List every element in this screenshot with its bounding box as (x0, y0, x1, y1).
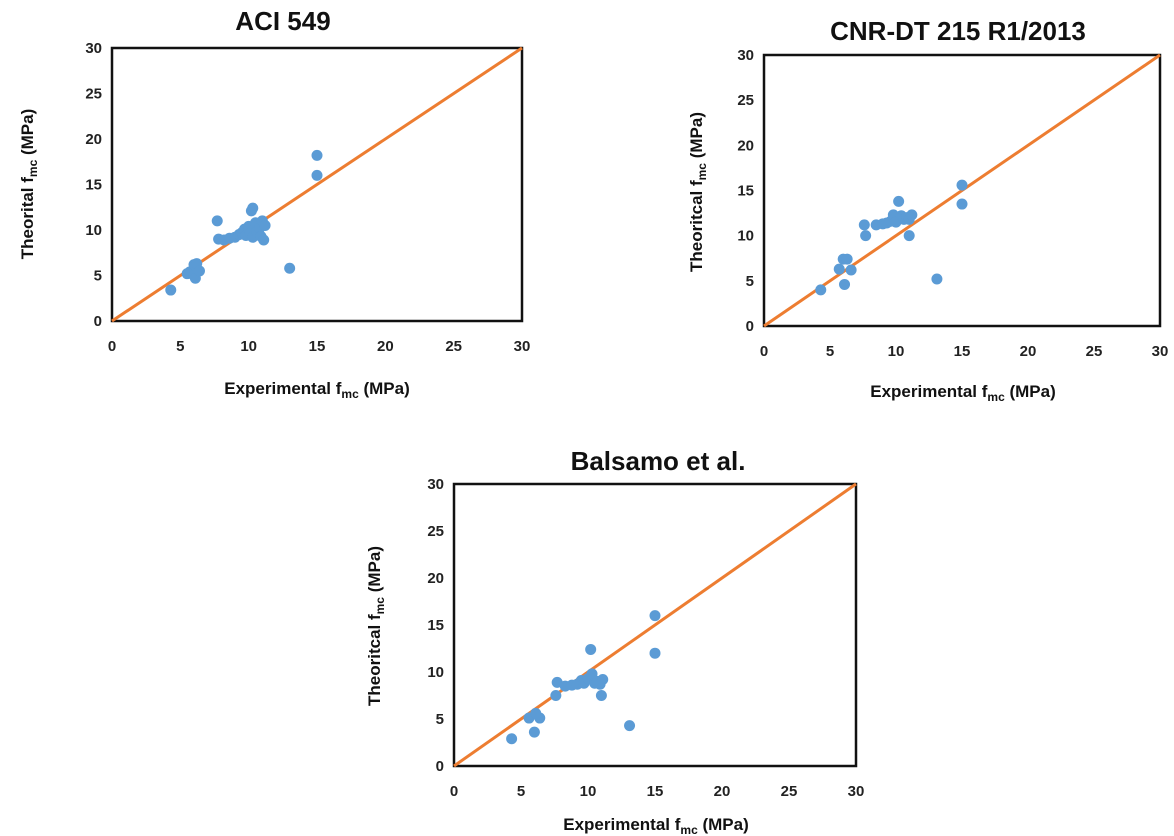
data-point (903, 230, 915, 242)
y-tick-label: 10 (737, 228, 754, 245)
data-point (528, 726, 540, 738)
data-point (649, 647, 661, 659)
x-tick-label: 25 (1086, 343, 1103, 360)
x-tick-label: 10 (240, 338, 257, 355)
y-tick-label: 20 (85, 131, 102, 148)
y-axis-label: Theoritcal fmc (MPa) (687, 112, 709, 272)
x-tick-label: 30 (1152, 343, 1169, 360)
data-point (597, 674, 609, 686)
x-tick-label: 0 (108, 338, 116, 355)
y-tick-label: 15 (737, 183, 754, 200)
data-point (550, 690, 562, 701)
y-tick-label: 15 (427, 617, 444, 634)
x-tick-label: 25 (781, 783, 798, 800)
x-tick-label: 10 (888, 343, 905, 360)
x-tick-label: 30 (514, 338, 531, 355)
x-tick-label: 15 (309, 338, 326, 355)
x-tick-labels: 0 5 10 15 20 25 30 (760, 343, 1169, 360)
x-tick-label: 15 (954, 343, 971, 360)
data-points (165, 149, 323, 296)
y-tick-label: 10 (85, 222, 102, 239)
y-tick-labels: 0 5 10 15 20 25 30 (85, 40, 102, 330)
y-tick-label: 5 (746, 273, 754, 290)
data-point (815, 284, 827, 296)
data-point (534, 712, 546, 724)
data-point (931, 273, 943, 285)
data-point (649, 610, 661, 622)
y-tick-label: 20 (737, 137, 754, 154)
x-tick-label: 20 (1020, 343, 1037, 360)
chart-cnr-dt-215: CNR-DT 215 R1/2013 0 5 10 15 20 25 30 0 5 10 15 20… (687, 16, 1169, 404)
data-point (211, 215, 223, 227)
x-axis-label: Experimental fmc (MPa) (224, 379, 410, 401)
x-tick-labels: 0 5 10 15 20 25 30 (108, 338, 531, 355)
y-tick-label: 5 (436, 711, 444, 728)
x-tick-label: 0 (760, 343, 768, 360)
data-point (311, 169, 323, 181)
x-tick-label: 30 (848, 783, 865, 800)
data-point (165, 284, 177, 296)
data-point (839, 278, 851, 290)
y-tick-labels: 0 5 10 15 20 25 30 (427, 476, 444, 775)
data-point (624, 720, 636, 732)
data-point (259, 219, 271, 231)
x-axis-label: Experimental fmc (MPa) (870, 382, 1056, 404)
x-tick-label: 0 (450, 783, 458, 800)
data-point (841, 253, 853, 265)
data-point (956, 179, 968, 191)
x-tick-label: 10 (580, 783, 597, 800)
data-point (845, 264, 857, 276)
y-tick-label: 30 (427, 476, 444, 493)
data-point (956, 198, 968, 210)
reference-line (111, 46, 523, 323)
y-axis-label: Theoritcal fmc (MPa) (365, 546, 387, 706)
data-point (247, 202, 259, 214)
y-tick-label: 25 (427, 523, 444, 540)
x-tick-label: 25 (445, 338, 462, 355)
x-tick-label: 5 (176, 338, 184, 355)
y-tick-label: 30 (85, 40, 102, 57)
data-point (506, 733, 518, 745)
y-tick-label: 5 (94, 268, 102, 285)
y-tick-label: 30 (737, 47, 754, 64)
data-point (833, 263, 845, 275)
chart-title: Balsamo et al. (571, 446, 746, 476)
data-point (858, 219, 870, 231)
y-tick-label: 0 (436, 758, 444, 775)
x-tick-label: 20 (377, 338, 394, 355)
y-tick-label: 0 (94, 313, 102, 330)
x-tick-label: 5 (517, 783, 525, 800)
chart-title: ACI 549 (235, 6, 330, 36)
data-point (585, 643, 597, 655)
x-tick-label: 20 (714, 783, 731, 800)
y-tick-label: 0 (746, 318, 754, 335)
data-point (860, 230, 872, 242)
y-tick-label: 15 (85, 177, 102, 194)
x-tick-label: 15 (647, 783, 664, 800)
data-point (906, 209, 918, 221)
y-axis-label: Theorital fmc (MPa) (18, 109, 40, 260)
data-point (595, 690, 607, 701)
x-axis-label: Experimental fmc (MPa) (563, 815, 749, 836)
data-point (193, 265, 205, 277)
y-tick-labels: 0 5 10 15 20 25 30 (737, 47, 754, 335)
x-tick-label: 5 (826, 343, 834, 360)
y-tick-label: 25 (737, 92, 754, 109)
chart-balsamo: Balsamo et al. 0 5 10 15 20 25 30 0 5 10 15 20 25 30… (365, 446, 865, 836)
chart-aci-549: ACI 549 0 5 10 15 20 25 30 0 5 10 15 20 25 30 Experi… (18, 6, 531, 401)
chart-title: CNR-DT 215 R1/2013 (830, 16, 1086, 46)
reference-line (453, 482, 857, 768)
y-tick-label: 25 (85, 86, 102, 103)
data-point (893, 195, 905, 207)
data-point (258, 234, 270, 246)
data-point (311, 149, 323, 161)
y-tick-label: 10 (427, 664, 444, 681)
data-points (506, 610, 661, 745)
x-tick-labels: 0 5 10 15 20 25 30 (450, 783, 865, 800)
data-points (815, 179, 968, 296)
y-tick-label: 20 (427, 570, 444, 587)
data-point (284, 262, 296, 274)
